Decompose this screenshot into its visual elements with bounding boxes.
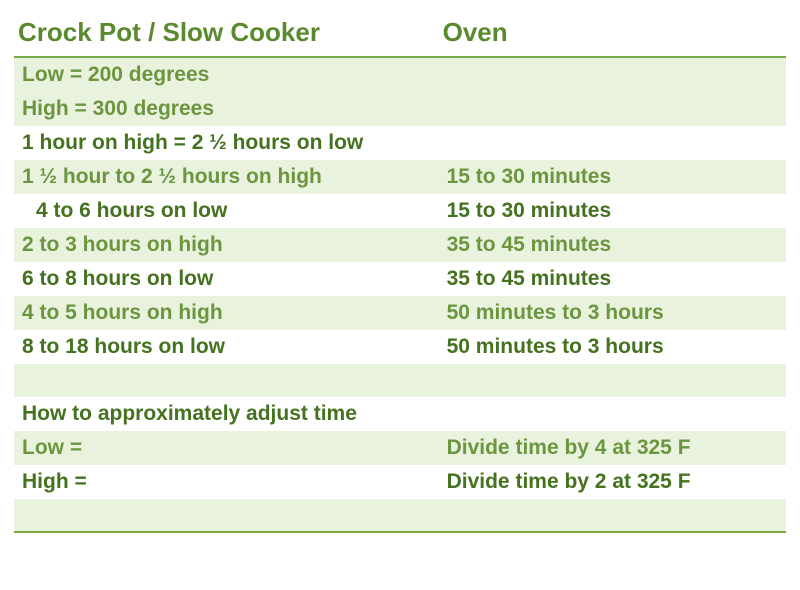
table-row: 4 to 5 hours on high50 minutes to 3 hour… [14,296,786,330]
cell-oven: 15 to 30 minutes [439,160,786,194]
cell-oven: Divide time by 4 at 325 F [439,431,786,465]
header-crockpot: Crock Pot / Slow Cooker [14,12,439,58]
table-row: 1 hour on high = 2 ½ hours on low [14,126,786,160]
table-row: High = 300 degrees [14,92,786,126]
table-row: 2 to 3 hours on high35 to 45 minutes [14,228,786,262]
cell-oven: 35 to 45 minutes [439,262,786,296]
cell-oven: 15 to 30 minutes [439,194,786,228]
cell-crockpot: 8 to 18 hours on low [14,330,439,364]
table-row: 8 to 18 hours on low50 minutes to 3 hour… [14,330,786,364]
cell-oven [439,397,786,431]
cell-crockpot: Low = 200 degrees [14,57,439,92]
cell-oven: 50 minutes to 3 hours [439,296,786,330]
cell-oven: Divide time by 2 at 325 F [439,465,786,499]
table-body: Low = 200 degreesHigh = 300 degrees1 hou… [14,57,786,532]
conversion-table: Crock Pot / Slow Cooker Oven Low = 200 d… [14,10,786,533]
table-row [14,499,786,532]
cell-crockpot [14,499,439,532]
cell-crockpot: 6 to 8 hours on low [14,262,439,296]
cell-crockpot: High = 300 degrees [14,92,439,126]
cell-oven [439,126,786,160]
table-row: 1 ½ hour to 2 ½ hours on high15 to 30 mi… [14,160,786,194]
cell-crockpot: 2 to 3 hours on high [14,228,439,262]
table-row: High =Divide time by 2 at 325 F [14,465,786,499]
table-row: 4 to 6 hours on low15 to 30 minutes [14,194,786,228]
cell-crockpot: 1 hour on high = 2 ½ hours on low [14,126,439,160]
cell-oven [439,57,786,92]
table-header-row: Crock Pot / Slow Cooker Oven [14,12,786,58]
cell-crockpot: Low = [14,431,439,465]
cell-crockpot [14,364,439,397]
table-row: How to approximately adjust time [14,397,786,431]
cell-oven: 35 to 45 minutes [439,228,786,262]
cell-oven [439,364,786,397]
cell-oven: 50 minutes to 3 hours [439,330,786,364]
header-oven: Oven [439,12,786,58]
table-row: Low =Divide time by 4 at 325 F [14,431,786,465]
cell-crockpot: 4 to 5 hours on high [14,296,439,330]
cell-crockpot: 4 to 6 hours on low [14,194,439,228]
table-row: 6 to 8 hours on low35 to 45 minutes [14,262,786,296]
table-row [14,364,786,397]
cell-crockpot: 1 ½ hour to 2 ½ hours on high [14,160,439,194]
cell-crockpot: How to approximately adjust time [14,397,439,431]
table-row: Low = 200 degrees [14,57,786,92]
cell-oven [439,499,786,532]
cell-oven [439,92,786,126]
cell-crockpot: High = [14,465,439,499]
